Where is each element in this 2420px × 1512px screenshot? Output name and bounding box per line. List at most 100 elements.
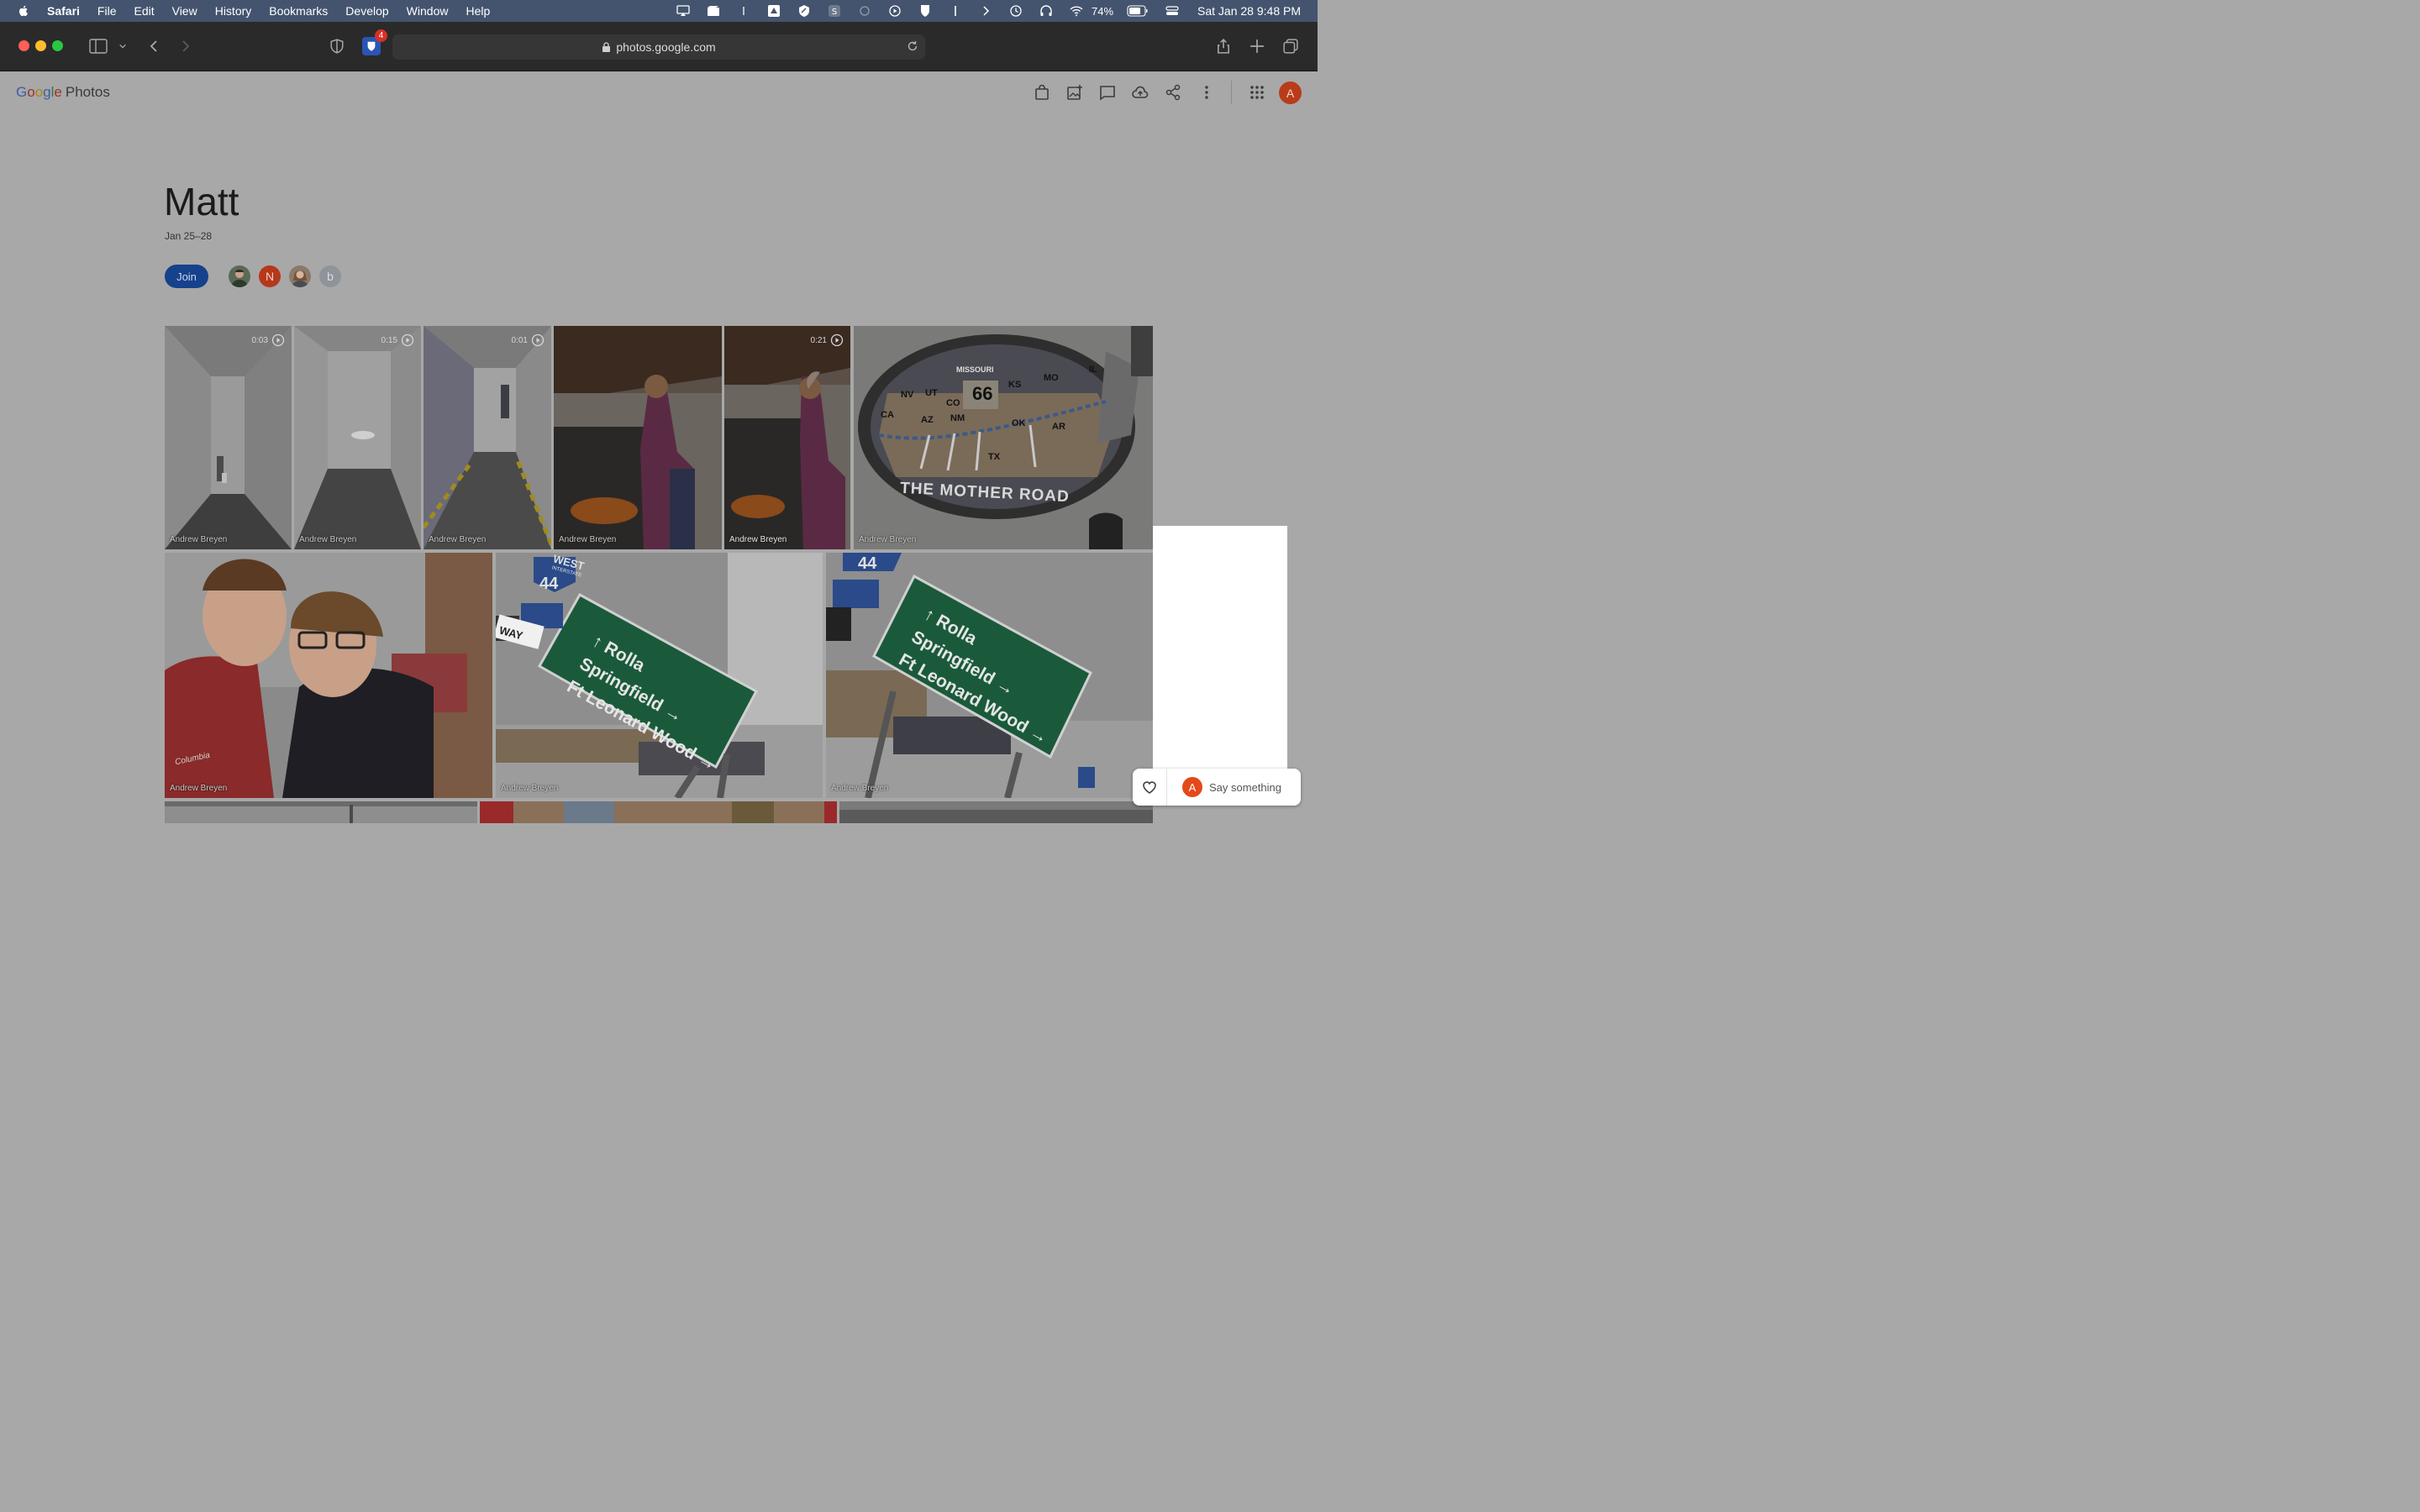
forward-icon[interactable]: [179, 39, 192, 54]
reload-icon[interactable]: [907, 40, 918, 52]
menu-bookmarks[interactable]: Bookmarks: [269, 4, 329, 18]
photo-tile-11[interactable]: [480, 801, 837, 823]
more-options-icon[interactable]: [1197, 83, 1216, 102]
video-duration: 0:01: [511, 335, 528, 345]
drive-icon[interactable]: [767, 4, 781, 18]
chevron-down-icon[interactable]: [118, 40, 128, 52]
photo-owner: Andrew Breyen: [501, 784, 559, 793]
video-duration: 0:15: [381, 335, 397, 345]
road-sign-closeup-image: [826, 553, 1153, 798]
member-avatar-n[interactable]: N: [259, 265, 281, 287]
apps-grid-icon[interactable]: [1248, 83, 1266, 102]
member-avatar-photo-1[interactable]: [229, 265, 250, 287]
photo-owner: Andrew Breyen: [170, 535, 228, 544]
close-window-button[interactable]: [18, 40, 29, 51]
mosaic-state-il: IL: [1089, 365, 1097, 375]
photo-tile-1[interactable]: 0:03 Andrew Breyen: [165, 326, 292, 549]
chevron-right-icon[interactable]: [979, 4, 992, 18]
menu-history[interactable]: History: [214, 4, 252, 18]
member-avatar-photo-2[interactable]: [289, 265, 311, 287]
clapperboard-icon[interactable]: [707, 4, 720, 18]
photo-tile-10[interactable]: [165, 801, 477, 823]
route-66-mosaic-image: [854, 326, 1153, 549]
menu-bar-clock[interactable]: Sat Jan 28 9:48 PM: [1197, 4, 1301, 18]
photo-tile-5[interactable]: 0:21 Andrew Breyen: [724, 326, 850, 549]
photo-tile-6[interactable]: MISSOURI 66 NV UT CO KS MO IL CA AZ NM O…: [854, 326, 1153, 549]
apple-icon[interactable]: [17, 4, 30, 18]
menu-file[interactable]: File: [97, 4, 117, 18]
menu-edit[interactable]: Edit: [134, 4, 155, 18]
cloud-upload-icon[interactable]: [1131, 83, 1150, 102]
pen-shield-icon[interactable]: [797, 4, 811, 18]
bitwarden-shield-icon[interactable]: [918, 4, 932, 18]
join-button[interactable]: Join: [165, 265, 208, 288]
photo-tile-3[interactable]: 0:01 Andrew Breyen: [424, 326, 551, 549]
tab-overview-icon[interactable]: [1282, 38, 1299, 55]
play-circle-icon: [271, 333, 285, 347]
photo-tile-2[interactable]: 0:15 Andrew Breyen: [294, 326, 421, 549]
time-machine-icon[interactable]: [1009, 4, 1023, 18]
bitwarden-extension-icon[interactable]: [362, 37, 381, 55]
photo-tile-9-selected[interactable]: 44 ↑ Rolla Springfield → Ft Leonard Wood…: [826, 553, 1153, 798]
account-avatar[interactable]: A: [1279, 81, 1302, 104]
mosaic-state-nv: NV: [901, 390, 914, 400]
shopping-bag-icon[interactable]: [1033, 83, 1051, 102]
mosaic-state-nm: NM: [950, 413, 965, 423]
macos-menu-bar: Safari File Edit View History Bookmarks …: [0, 0, 1318, 22]
photo-owner: Andrew Breyen: [429, 535, 487, 544]
photo-owner: Andrew Breyen: [559, 535, 617, 544]
mosaic-missouri-label: MISSOURI: [956, 365, 994, 374]
play-circle-icon: [830, 333, 844, 347]
back-icon[interactable]: [147, 39, 160, 54]
mosaic-state-ca: CA: [881, 410, 894, 420]
zoom-window-button[interactable]: [52, 40, 63, 51]
battery-percent: 74%: [1092, 4, 1114, 18]
mosaic-state-ut: UT: [925, 388, 938, 398]
wifi-icon[interactable]: [1070, 4, 1083, 18]
svg-text:S: S: [832, 8, 837, 17]
mosaic-state-tx: TX: [988, 452, 1001, 462]
headphones-icon[interactable]: [1039, 4, 1053, 18]
photo-tile-4[interactable]: Andrew Breyen: [554, 326, 722, 549]
menu-window[interactable]: Window: [406, 4, 449, 18]
share-icon[interactable]: [1215, 38, 1232, 55]
header-divider: [1231, 81, 1232, 104]
sidebar-toggle-icon[interactable]: [89, 39, 108, 54]
airplay-icon[interactable]: [676, 4, 690, 18]
activity-panel: [1153, 526, 1287, 769]
fireplace-video-image: [724, 326, 850, 549]
menu-app-safari[interactable]: Safari: [47, 4, 80, 18]
album-title[interactable]: Matt: [164, 180, 239, 223]
control-center-icon[interactable]: [1165, 4, 1179, 18]
heart-icon: [1143, 781, 1156, 794]
like-button[interactable]: [1133, 769, 1167, 806]
battery-icon[interactable]: [1127, 4, 1149, 18]
menu-view[interactable]: View: [171, 4, 197, 18]
selfie-couple-image: [165, 553, 492, 798]
mosaic-state-ks: KS: [1008, 380, 1022, 390]
say-something-input[interactable]: Say something: [1209, 780, 1281, 794]
privacy-shield-icon[interactable]: [329, 39, 345, 54]
photo-tile-12[interactable]: [839, 801, 1153, 823]
share-album-icon[interactable]: [1164, 83, 1182, 102]
address-bar[interactable]: photos.google.com: [392, 34, 925, 60]
text-cursor-icon[interactable]: [949, 4, 962, 18]
google-photos-logo[interactable]: Google Photos: [16, 84, 110, 100]
shield-number: 44: [858, 554, 877, 573]
minimize-window-button[interactable]: [35, 40, 46, 51]
url-text: photos.google.com: [616, 40, 716, 54]
new-tab-icon[interactable]: [1249, 38, 1265, 55]
shield-number: 44: [539, 575, 559, 593]
mosaic-state-ar: AR: [1052, 422, 1065, 432]
grammarly-icon[interactable]: [858, 4, 871, 18]
photo-tile-7[interactable]: Columbia Andrew Breyen: [165, 553, 492, 798]
s-app-icon[interactable]: S: [828, 4, 841, 18]
add-photos-icon[interactable]: [1065, 83, 1084, 102]
member-avatar-b[interactable]: b: [319, 265, 341, 287]
photo-owner: Andrew Breyen: [859, 535, 917, 544]
comment-icon[interactable]: [1098, 83, 1117, 102]
photo-tile-8[interactable]: 44 WEST INTERSTATE WAY ↑ Rolla Springfie…: [496, 553, 823, 798]
play-circle-icon[interactable]: [888, 4, 902, 18]
menu-help[interactable]: Help: [466, 4, 491, 18]
menu-develop[interactable]: Develop: [345, 4, 389, 18]
